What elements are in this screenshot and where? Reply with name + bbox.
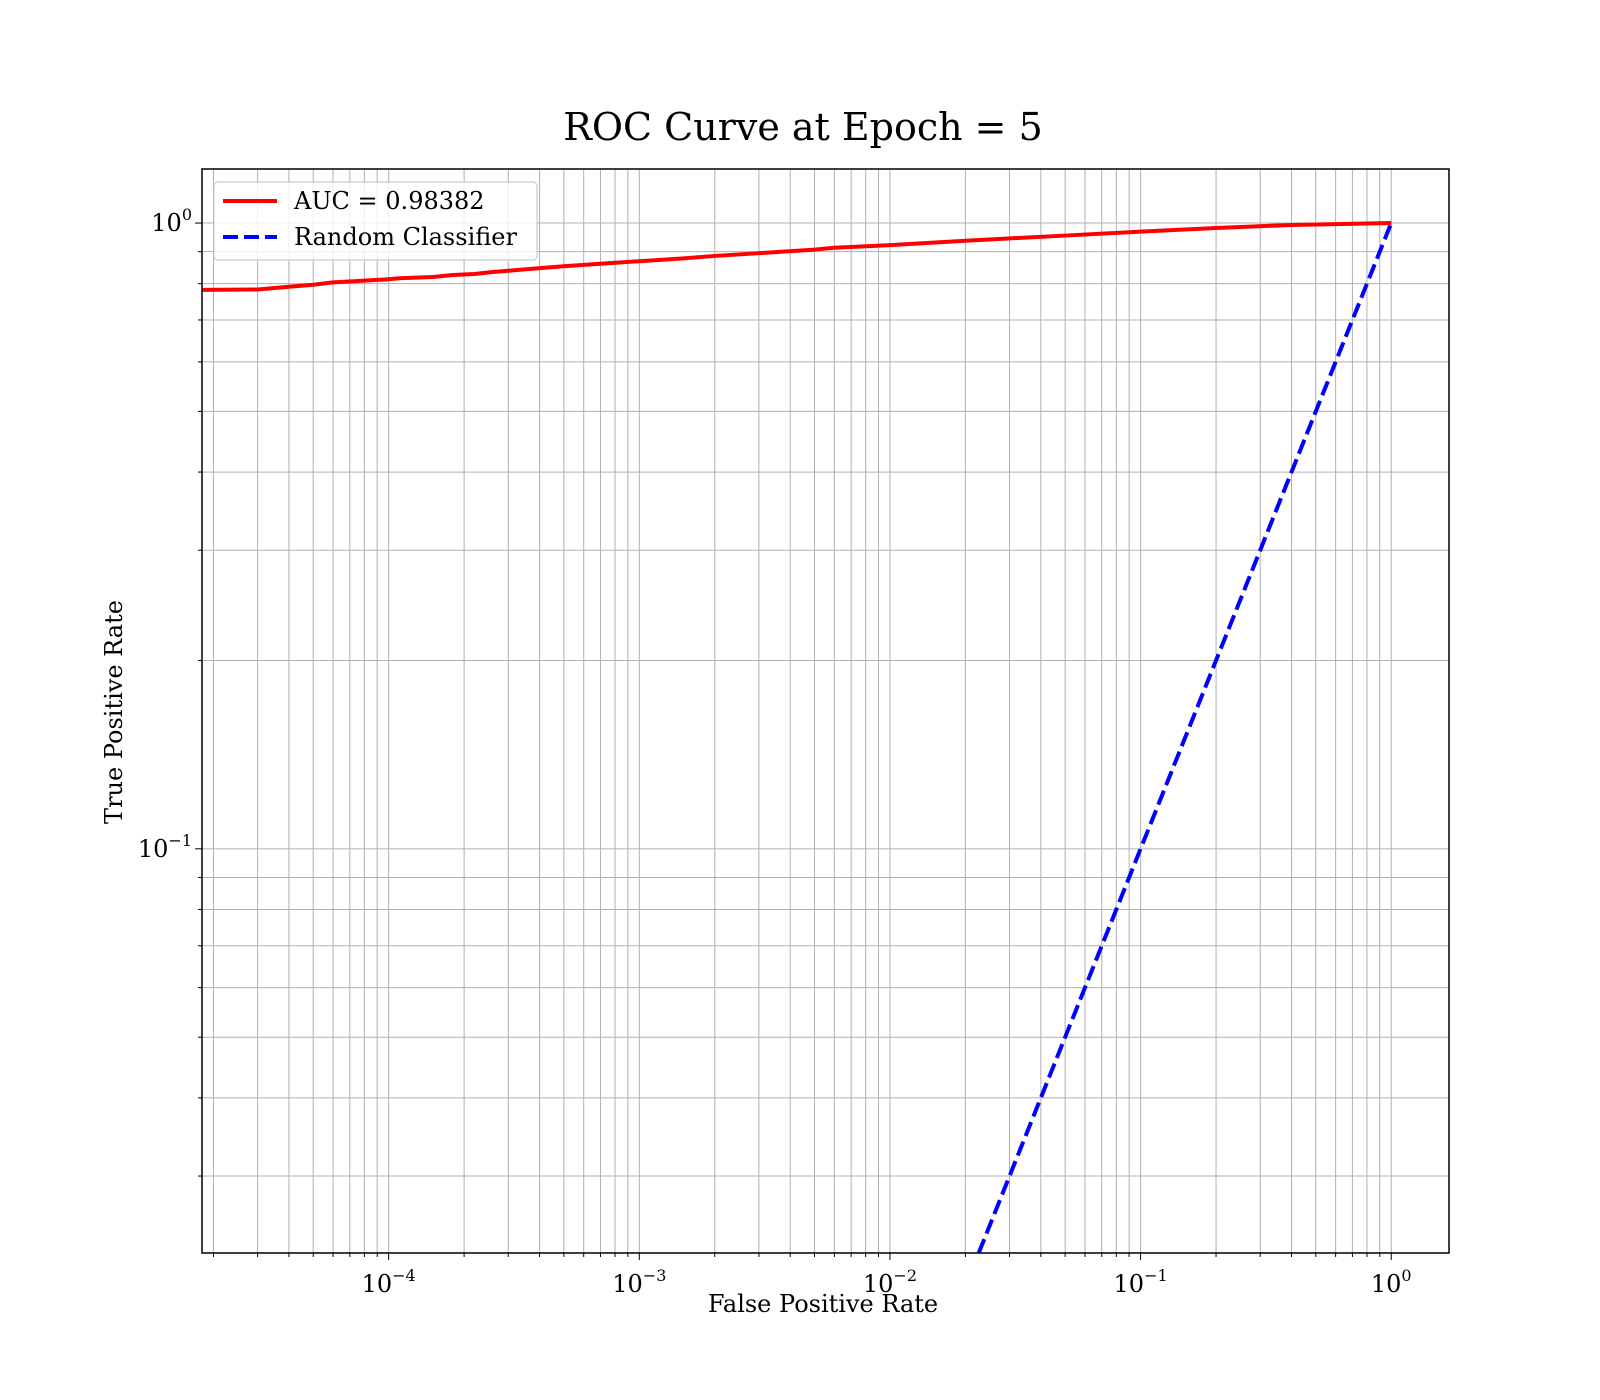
- y-tick-label: 100: [151, 205, 192, 237]
- y-tick-base: 10: [138, 835, 169, 863]
- x-tick-base: 10: [612, 1270, 643, 1298]
- x-tick-label: 100: [1371, 1266, 1412, 1298]
- plot-frame: [201, 168, 1450, 1254]
- y-tick-exponent: 0: [182, 205, 192, 224]
- y-tick-label: 10−1: [138, 831, 192, 863]
- x-tick-exponent: 0: [1401, 1266, 1411, 1285]
- legend-label-random: Random Classifier: [294, 223, 517, 251]
- roc-curve-line: [201, 221, 1392, 292]
- x-tick-label: 10−4: [362, 1266, 416, 1298]
- x-tick-exponent: −2: [893, 1266, 917, 1285]
- random-classifier-line: [976, 222, 1394, 1254]
- x-tick-base: 10: [863, 1270, 894, 1298]
- legend: AUC = 0.98382 Random Classifier: [213, 181, 538, 261]
- chart-title: ROC Curve at Epoch = 5: [563, 105, 1043, 149]
- legend-label-auc: AUC = 0.98382: [293, 187, 485, 215]
- x-tick-label: 10−2: [863, 1266, 917, 1298]
- series-layer: [201, 221, 1394, 1254]
- x-tick-label: 10−3: [612, 1266, 666, 1298]
- x-tick-exponent: −4: [392, 1266, 416, 1285]
- grid-layer: [202, 169, 1449, 1253]
- y-tick-exponent: −1: [168, 831, 192, 850]
- x-tick-exponent: −1: [1144, 1266, 1168, 1285]
- x-tick-base: 10: [1371, 1270, 1402, 1298]
- x-axis-label: False Positive Rate: [708, 1290, 938, 1318]
- legend-box: [213, 181, 538, 261]
- x-tick-base: 10: [362, 1270, 393, 1298]
- y-axis-label: True Positive Rate: [100, 600, 128, 824]
- x-tick-label: 10−1: [1114, 1266, 1168, 1298]
- x-tick-base: 10: [1114, 1270, 1145, 1298]
- y-tick-base: 10: [151, 209, 182, 237]
- x-tick-exponent: −3: [643, 1266, 667, 1285]
